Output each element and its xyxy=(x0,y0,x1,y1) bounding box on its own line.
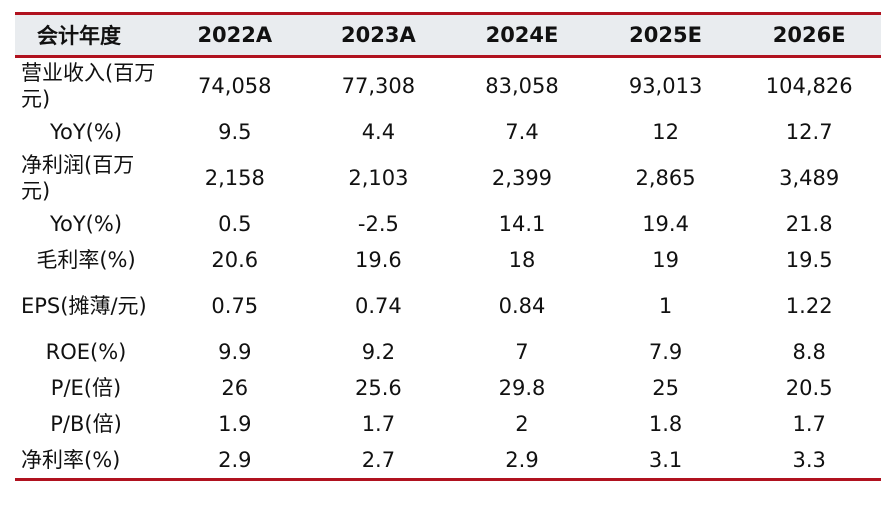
value-cell: 77,308 xyxy=(341,74,416,98)
table-row-net-profit: 净利润(百万元) 2,158 2,103 2,399 2,865 3,489 xyxy=(15,150,881,206)
header-year-cell: 2022A xyxy=(197,23,273,47)
table-row-revenue-yoy: YoY(%) 9.5 4.4 7.4 12 12.7 xyxy=(15,114,881,150)
value-cell: 2 xyxy=(515,412,529,436)
row-label-cell: P/E(倍) xyxy=(50,376,122,400)
value-cell: 19.6 xyxy=(355,248,402,272)
table-row-revenue: 营业收入(百万元) 74,058 77,308 83,058 93,013 10… xyxy=(15,57,881,115)
header-label-cell: 会计年度 xyxy=(37,24,121,48)
value-cell: 20.5 xyxy=(785,376,833,400)
row-label-cell: P/B(倍) xyxy=(50,412,122,436)
value-cell: 104,826 xyxy=(765,74,853,98)
value-cell: 2,865 xyxy=(635,166,696,190)
table-row-net-profit-yoy: YoY(%) 0.5 -2.5 14.1 19.4 21.8 xyxy=(15,206,881,242)
value-cell: 25 xyxy=(652,376,679,400)
row-label-cell: EPS(摊薄/元) xyxy=(21,294,147,318)
value-cell: 1.7 xyxy=(361,412,396,436)
header-year-cell: 2026E xyxy=(772,23,846,47)
value-cell: 2,103 xyxy=(348,166,409,190)
value-cell: 0.74 xyxy=(355,294,402,318)
table-row-net-margin: 净利率(%) 2.9 2.7 2.9 3.1 3.3 xyxy=(15,442,881,480)
value-cell: -2.5 xyxy=(357,212,399,236)
value-cell: 2,399 xyxy=(491,166,553,190)
value-cell: 12 xyxy=(652,120,679,144)
value-cell: 1.7 xyxy=(792,412,826,436)
table-row-eps: EPS(摊薄/元) 0.75 0.74 0.84 1 1.22 xyxy=(15,278,881,334)
value-cell: 9.9 xyxy=(218,340,252,364)
value-cell: 12.7 xyxy=(785,120,833,144)
table-row-pe: P/E(倍) 26 25.6 29.8 25 20.5 xyxy=(15,370,881,406)
value-cell: 2.9 xyxy=(218,448,252,472)
value-cell: 19.5 xyxy=(785,248,833,272)
value-cell: 9.5 xyxy=(218,120,252,144)
value-cell: 93,013 xyxy=(628,74,703,98)
value-cell: 7 xyxy=(515,340,529,364)
value-cell: 8.8 xyxy=(792,340,826,364)
value-cell: 3,489 xyxy=(779,166,840,190)
value-cell: 3.1 xyxy=(648,448,683,472)
value-cell: 18 xyxy=(508,248,536,272)
value-cell: 25.6 xyxy=(355,376,402,400)
value-cell: 7.4 xyxy=(505,120,539,144)
value-cell: 0.75 xyxy=(211,294,259,318)
row-label-cell: YoY(%) xyxy=(49,120,123,144)
table-row-pb: P/B(倍) 1.9 1.7 2 1.8 1.7 xyxy=(15,406,881,442)
row-label-cell: 营业收入(百万元) xyxy=(21,61,156,111)
value-cell: 14.1 xyxy=(498,212,546,236)
header-year-cell: 2023A xyxy=(341,23,416,47)
header-year-cell: 2025E xyxy=(629,23,702,47)
row-label-cell: ROE(%) xyxy=(45,340,127,364)
value-cell: 2.7 xyxy=(361,448,396,472)
row-label-cell: 净利率(%) xyxy=(21,448,121,472)
value-cell: 21.8 xyxy=(785,212,833,236)
table-header-row: 会计年度 2022A 2023A 2024E 2025E 2026E xyxy=(15,13,881,57)
value-cell: 19.4 xyxy=(642,212,689,236)
value-cell: 0.5 xyxy=(218,212,252,236)
value-cell: 7.9 xyxy=(648,340,683,364)
header-year-cell: 2024E xyxy=(485,23,559,47)
value-cell: 4.4 xyxy=(361,120,396,144)
value-cell: 0.84 xyxy=(498,294,546,318)
value-cell: 1 xyxy=(658,294,673,318)
value-cell: 1.8 xyxy=(648,412,683,436)
value-cell: 9.2 xyxy=(361,340,396,364)
value-cell: 3.3 xyxy=(792,448,826,472)
value-cell: 2.9 xyxy=(505,448,539,472)
value-cell: 19 xyxy=(652,248,679,272)
value-cell: 1.9 xyxy=(218,412,252,436)
value-cell: 29.8 xyxy=(498,376,546,400)
value-cell: 83,058 xyxy=(485,74,559,98)
value-cell: 2,158 xyxy=(204,166,265,190)
value-cell: 26 xyxy=(221,376,249,400)
row-label-cell: YoY(%) xyxy=(49,212,123,236)
table-row-roe: ROE(%) 9.9 9.2 7 7.9 8.8 xyxy=(15,334,881,370)
row-label-cell: 毛利率(%) xyxy=(36,248,136,272)
row-label-cell: 净利润(百万元) xyxy=(21,153,135,203)
value-cell: 20.6 xyxy=(211,248,259,272)
value-cell: 74,058 xyxy=(198,74,272,98)
table-row-gross-margin: 毛利率(%) 20.6 19.6 18 19 19.5 xyxy=(15,242,881,278)
value-cell: 1.22 xyxy=(785,294,833,318)
financial-forecast-table: 会计年度 2022A 2023A 2024E 2025E 2026E 营业收入(… xyxy=(15,12,881,481)
